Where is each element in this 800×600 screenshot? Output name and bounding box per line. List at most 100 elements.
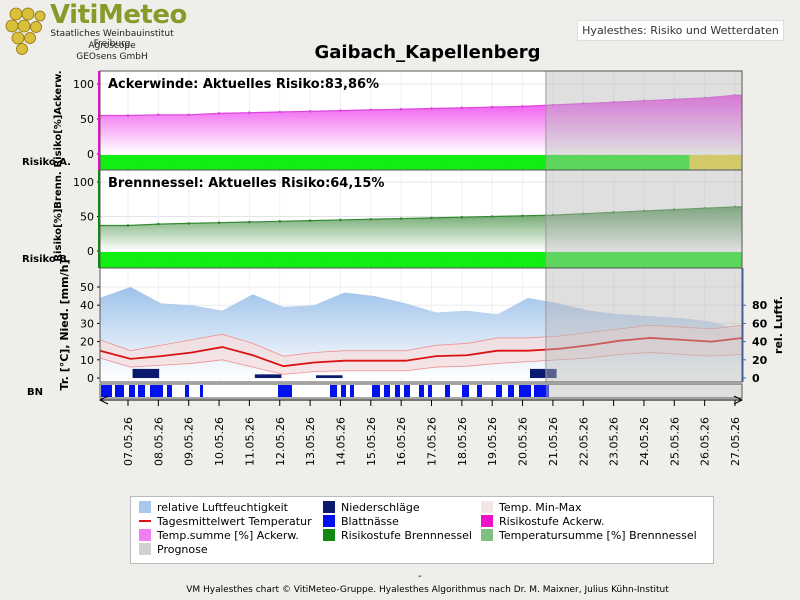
risk-bar-ackerwinde-17 bbox=[628, 155, 660, 170]
point-ackerwinde-16 bbox=[612, 100, 615, 104]
prognosis-shade-1 bbox=[545, 170, 742, 268]
point-ackerwinde-8 bbox=[369, 108, 373, 112]
point-ackerwinde-11 bbox=[460, 106, 464, 110]
legend-item: Temp.summe [%] Ackerw. bbox=[139, 529, 299, 542]
point-brennnessel-15 bbox=[581, 212, 585, 216]
point-brennnessel-1 bbox=[157, 222, 160, 226]
risk-bar-brennnessel-4 bbox=[234, 252, 266, 268]
risk-bar-brennnessel-0 bbox=[100, 252, 144, 268]
legend-swatch bbox=[323, 529, 335, 541]
leaf-wetness-frame bbox=[99, 383, 743, 399]
risk-bar-ackerwinde-2 bbox=[173, 155, 205, 170]
legend-item: Risikostufe Ackerw. bbox=[481, 515, 604, 528]
risk-bar-brennnessel-11 bbox=[446, 252, 478, 268]
leaf-wetness-seg-5 bbox=[167, 385, 172, 397]
ytick-weather-20: 20 bbox=[80, 336, 94, 349]
xtick-0: 07.05.26 bbox=[122, 417, 135, 466]
risk-bar-ackerwinde-0 bbox=[100, 155, 144, 170]
plot-frame bbox=[99, 70, 743, 383]
xtick-5: 12.05.26 bbox=[274, 417, 287, 466]
point-brennnessel-19 bbox=[703, 206, 706, 210]
leaf-wetness-seg-16 bbox=[419, 385, 424, 397]
line-temp-min bbox=[99, 352, 743, 375]
point-brennnessel-20 bbox=[733, 205, 737, 209]
footer-credit: VM Hyalesthes chart © VitiMeteo-Gruppe. … bbox=[186, 585, 669, 595]
risk-bar-brennnessel-15 bbox=[568, 252, 599, 268]
leaf-wetness-seg-0 bbox=[101, 385, 112, 397]
xtick-1: 08.05.26 bbox=[152, 417, 165, 466]
xtick-16: 23.05.26 bbox=[608, 417, 621, 466]
legend-label: Temperatursumme [%] Brennnessel bbox=[499, 529, 697, 542]
point-brennnessel-4 bbox=[248, 220, 251, 224]
point-ackerwinde-9 bbox=[399, 107, 403, 111]
ytick-right-20: 20 bbox=[752, 354, 768, 367]
ylabel-ackerwinde: Risiko[%]Ackerw. bbox=[53, 70, 64, 167]
xtick-6: 13.05.26 bbox=[304, 417, 317, 466]
legend-swatch bbox=[481, 515, 493, 527]
point-ackerwinde-2 bbox=[187, 113, 190, 117]
leaf-wetness-seg-24 bbox=[534, 385, 549, 397]
risk-bar-brennnessel-19 bbox=[689, 252, 721, 268]
leaf-wetness-seg-19 bbox=[462, 385, 469, 397]
brand-name: VitiMeteo bbox=[50, 0, 187, 30]
point-ackerwinde-7 bbox=[339, 109, 342, 112]
ytick-right-80: 80 bbox=[752, 299, 768, 312]
point-ackerwinde-19 bbox=[703, 96, 706, 100]
precip-bar-7 bbox=[316, 375, 343, 378]
legend-item: Tagesmittelwert Temperatur bbox=[139, 515, 312, 528]
legend-label: relative Luftfeuchtigkeit bbox=[157, 501, 288, 514]
legend-swatch bbox=[323, 501, 335, 513]
vitimeteo-logo: VitiMeteo Staatliches Weinbauinstitut Fr… bbox=[2, 0, 192, 62]
point-ackerwinde-17 bbox=[642, 99, 646, 103]
legend-item: relative Luftfeuchtigkeit bbox=[139, 501, 288, 514]
point-brennnessel-9 bbox=[399, 217, 403, 220]
leaf-wetness-seg-2 bbox=[129, 385, 135, 397]
leaf-wetness-seg-18 bbox=[445, 385, 450, 397]
leaf-wetness-seg-22 bbox=[508, 385, 514, 397]
leaf-wetness-seg-14 bbox=[395, 385, 400, 397]
ytick-ackerwinde-0: 0 bbox=[87, 148, 94, 161]
point-brennnessel-11 bbox=[460, 215, 464, 219]
legend-item: Temp. Min-Max bbox=[481, 501, 582, 514]
risk-bar-brennnessel-9 bbox=[385, 252, 417, 268]
point-brennnessel-8 bbox=[369, 217, 373, 221]
legend-label: Tagesmittelwert Temperatur bbox=[157, 515, 312, 528]
leaf-wetness-seg-23 bbox=[519, 385, 531, 397]
ylabel-right-weather: rel. Luftf. bbox=[772, 296, 785, 354]
risk-bar-ackerwinde-18 bbox=[659, 155, 690, 170]
legend-label: Temp.summe [%] Ackerw. bbox=[157, 529, 299, 542]
leaf-wetness-seg-7 bbox=[200, 385, 203, 397]
risk-bar-ackerwinde-3 bbox=[203, 155, 235, 170]
leaf-wetness-seg-9 bbox=[330, 385, 337, 397]
leaf-wetness-label: BN bbox=[27, 387, 43, 398]
precip-bar-14 bbox=[530, 368, 557, 378]
risk-bar-ackerwinde-4 bbox=[234, 155, 266, 170]
x-scroll-left-icon bbox=[98, 395, 109, 405]
leaf-wetness-seg-6 bbox=[185, 385, 189, 397]
risk-bar-brennnessel-6 bbox=[294, 252, 326, 268]
xtick-8: 15.05.26 bbox=[365, 417, 378, 466]
leaf-wetness-seg-3 bbox=[138, 385, 145, 397]
ytick-right-40: 40 bbox=[752, 336, 768, 349]
prognosis-shade-0 bbox=[545, 71, 742, 170]
risk-bar-ackerwinde-19 bbox=[689, 155, 721, 170]
ytick-brennnessel-0: 0 bbox=[87, 245, 94, 258]
legend-label: Blattnässe bbox=[341, 515, 399, 528]
point-ackerwinde-18 bbox=[673, 98, 676, 101]
xtick-11: 18.05.26 bbox=[456, 417, 469, 466]
org-line-1: Staatliches Weinbauinstitut Freiburg bbox=[50, 29, 174, 49]
risk-bar-ackerwinde-1 bbox=[143, 155, 175, 170]
org-line-3: GEOsens GmbH bbox=[76, 52, 148, 62]
risk-bar-brennnessel-8 bbox=[355, 252, 387, 268]
ytick-right-60: 60 bbox=[752, 317, 768, 330]
annotation-brennnessel: Brennnessel: Aktuelles Risiko:64,15% bbox=[108, 176, 384, 191]
ytick-weather-40: 40 bbox=[80, 299, 94, 312]
leaf-wetness-seg-17 bbox=[428, 385, 432, 397]
legend-label: Prognose bbox=[157, 543, 208, 556]
leaf-wetness-seg-4 bbox=[150, 385, 163, 397]
xtick-3: 10.05.26 bbox=[213, 417, 226, 466]
ytick-right-0: 0 bbox=[752, 372, 760, 385]
risk-bar-ackerwinde-10 bbox=[416, 155, 448, 170]
point-brennnessel-7 bbox=[339, 218, 342, 222]
legend-swatch bbox=[481, 529, 493, 541]
